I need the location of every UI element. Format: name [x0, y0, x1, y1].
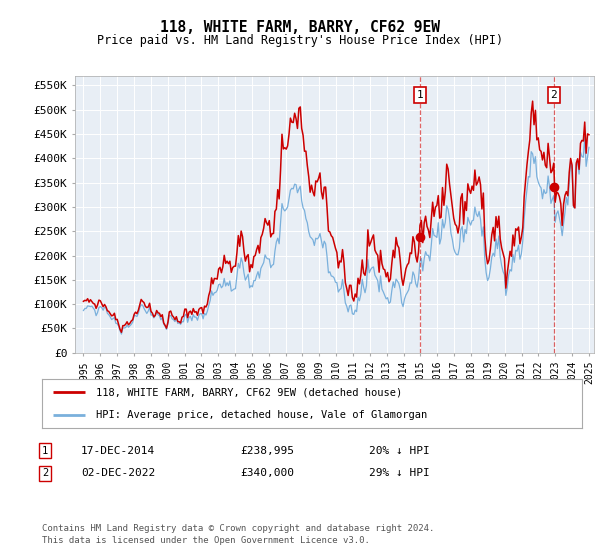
Text: 1: 1 — [42, 446, 48, 456]
Text: 2: 2 — [551, 90, 557, 100]
Text: £238,995: £238,995 — [240, 446, 294, 456]
Text: £340,000: £340,000 — [240, 468, 294, 478]
Text: 17-DEC-2014: 17-DEC-2014 — [81, 446, 155, 456]
Text: Contains HM Land Registry data © Crown copyright and database right 2024.
This d: Contains HM Land Registry data © Crown c… — [42, 524, 434, 545]
Text: 1: 1 — [416, 90, 423, 100]
Text: 118, WHITE FARM, BARRY, CF62 9EW: 118, WHITE FARM, BARRY, CF62 9EW — [160, 20, 440, 35]
Text: 29% ↓ HPI: 29% ↓ HPI — [369, 468, 430, 478]
Text: 20% ↓ HPI: 20% ↓ HPI — [369, 446, 430, 456]
Text: 02-DEC-2022: 02-DEC-2022 — [81, 468, 155, 478]
Text: HPI: Average price, detached house, Vale of Glamorgan: HPI: Average price, detached house, Vale… — [96, 410, 427, 420]
Text: 2: 2 — [42, 468, 48, 478]
Text: 118, WHITE FARM, BARRY, CF62 9EW (detached house): 118, WHITE FARM, BARRY, CF62 9EW (detach… — [96, 388, 402, 398]
Text: Price paid vs. HM Land Registry's House Price Index (HPI): Price paid vs. HM Land Registry's House … — [97, 34, 503, 46]
